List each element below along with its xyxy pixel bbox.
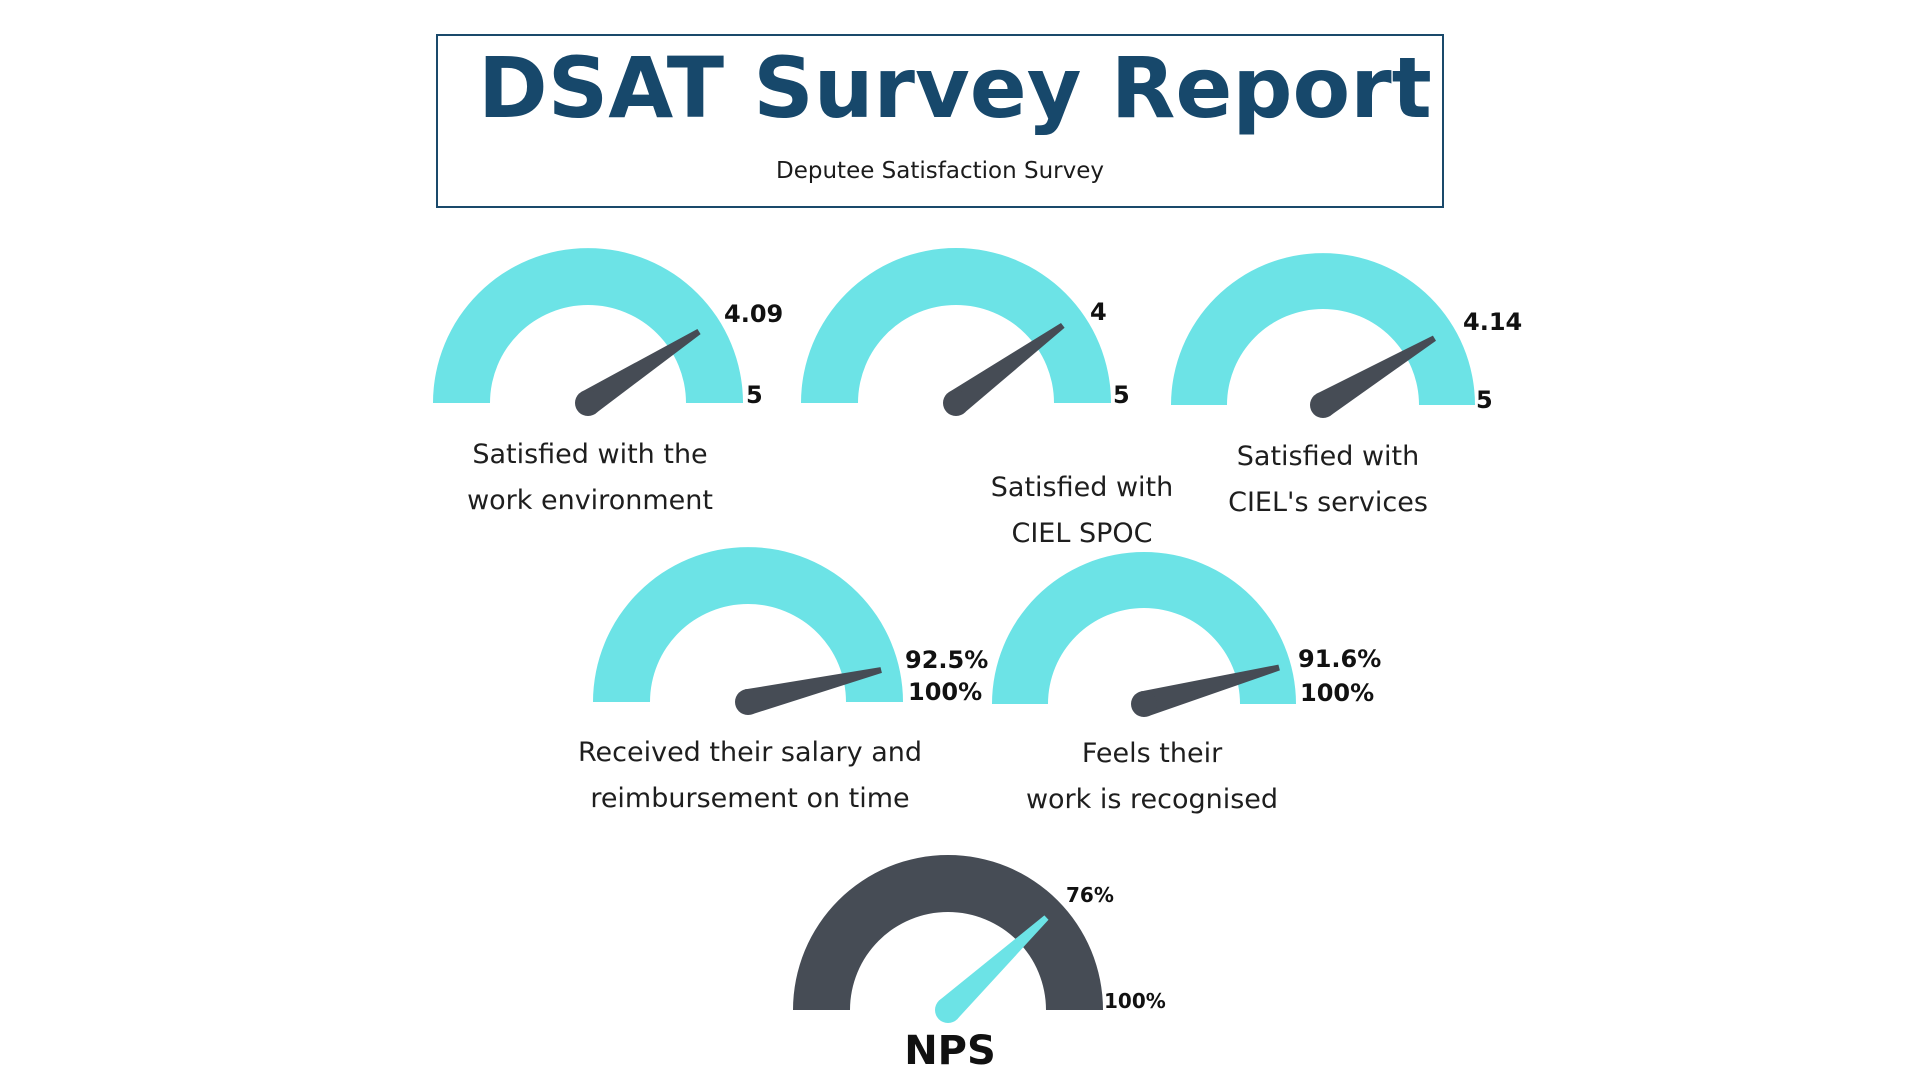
gauge-max-label: 100%: [908, 678, 982, 706]
report-header-box: [436, 34, 1444, 208]
gauge-arc: [1171, 253, 1475, 405]
caption-line: CIEL SPOC: [1011, 518, 1153, 549]
report-subtitle: Deputee Satisfaction Survey: [776, 158, 1104, 184]
gauge-needle: [948, 323, 1065, 414]
caption-line: Satisfied with: [990, 472, 1174, 503]
caption-work-environment: Satisfied with the work environment: [380, 432, 800, 524]
caption-line: Satisfied with: [1236, 441, 1420, 472]
gauge-arc: [433, 248, 743, 403]
caption-salary-on-time: Received their salary and reimbursement …: [540, 730, 960, 822]
gauge-max-label: 100%: [1104, 989, 1166, 1013]
gauge-needle-hub: [735, 689, 761, 715]
caption-line: work environment: [467, 485, 713, 516]
caption-line: Satisfied with the: [472, 439, 708, 470]
gauge-value-label: 92.5%: [905, 646, 988, 674]
caption-ciel-services: Satisfied with CIEL's services: [1118, 434, 1538, 526]
gauge-max-label: 5: [1113, 381, 1130, 409]
caption-line: work is recognised: [1025, 784, 1279, 815]
nps-title: NPS: [904, 1028, 996, 1074]
caption-line: reimbursement on time: [590, 783, 910, 814]
gauge-max-label: 100%: [1300, 679, 1374, 707]
gauge-needle: [1316, 335, 1436, 417]
gauge-value-label: 4.09: [724, 300, 783, 328]
gauge-arc: [593, 547, 903, 702]
caption-line: Received their salary and: [577, 737, 923, 768]
gauge-value-label: 76%: [1066, 883, 1114, 907]
gauge-needle: [745, 667, 882, 715]
gauge-value-label: 91.6%: [1298, 645, 1381, 673]
caption-line: Feels their: [1081, 738, 1223, 769]
gauge-value-label: 4.14: [1463, 308, 1522, 336]
report-title: DSAT Survey Report: [478, 39, 1432, 137]
gauge-max-label: 5: [746, 381, 763, 409]
gauge-arc: [801, 248, 1111, 403]
gauge-value-label: 4: [1090, 298, 1107, 326]
gauge-needle-hub: [943, 390, 969, 416]
gauge-arc: [992, 552, 1296, 704]
gauge-max-label: 5: [1476, 386, 1493, 414]
caption-work-recognised: Feels their work is recognised: [942, 731, 1362, 823]
gauge-needle: [939, 915, 1049, 1020]
gauge-needle-hub: [1131, 691, 1157, 717]
gauge-arc: [793, 855, 1103, 1010]
gauge-needle-hub: [1310, 392, 1336, 418]
gauge-needle: [1140, 664, 1280, 717]
gauge-needle-hub: [575, 390, 601, 416]
caption-line: CIEL's services: [1228, 487, 1428, 518]
gauge-needle: [581, 329, 701, 414]
gauge-needle-hub: [935, 997, 961, 1023]
caption-ciel-spoc: Satisfied with CIEL SPOC: [872, 465, 1292, 557]
